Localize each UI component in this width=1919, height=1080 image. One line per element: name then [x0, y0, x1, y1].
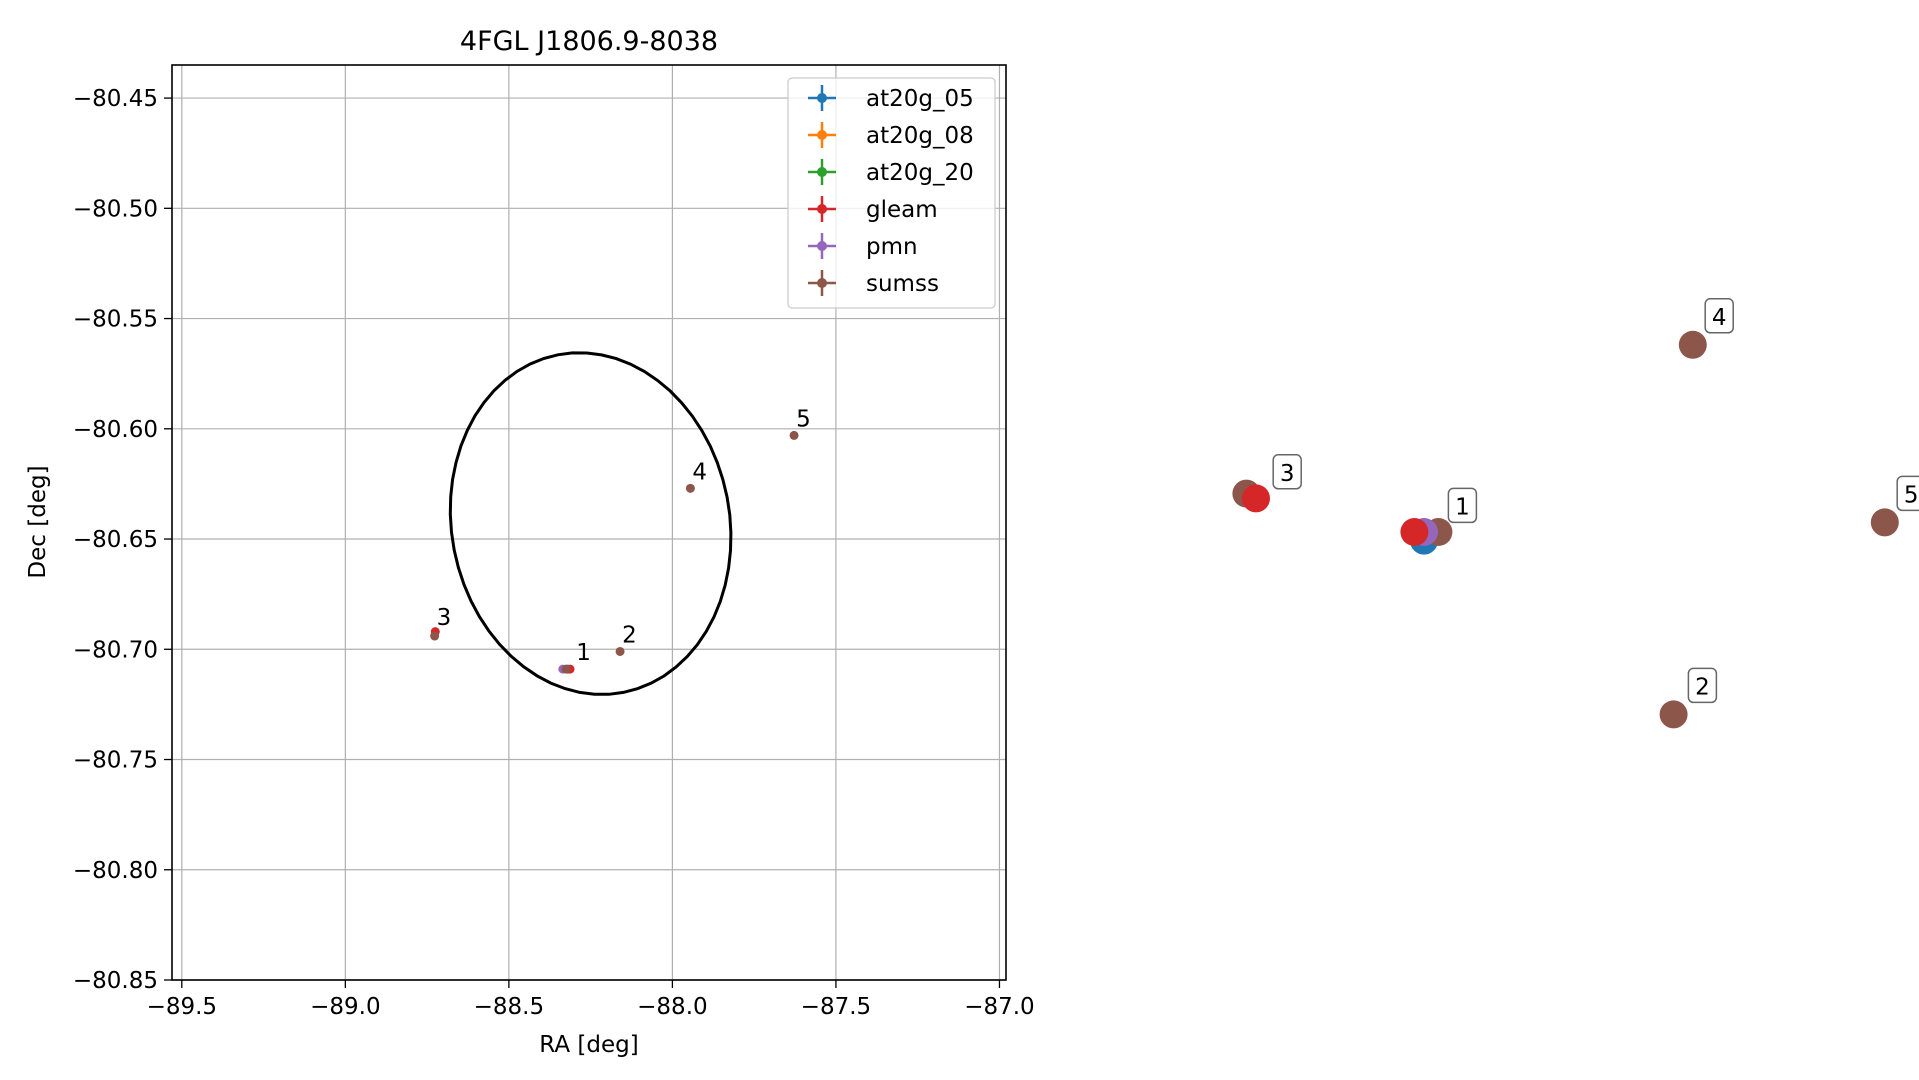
legend-entry-at20g_20: at20g_20 [808, 159, 974, 186]
zoom-label-5: 5 [1896, 475, 1919, 512]
zoomed-source-points [1232, 330, 1899, 729]
x-axis-label: RA [deg] [539, 1032, 638, 1058]
zoom-label-2: 2 [1687, 667, 1718, 704]
legend-entry-pmn: pmn [808, 233, 918, 260]
x-tick-label: −87.5 [801, 994, 871, 1020]
y-axis-label: Dec [deg] [25, 465, 51, 578]
sumss-marker [1870, 508, 1899, 537]
y-tick-label: −80.65 [73, 527, 158, 553]
legend-marker-dot [817, 130, 827, 140]
legend-marker-dot [817, 93, 827, 103]
localization-ellipse [448, 351, 733, 696]
legend-box [787, 77, 996, 309]
sumss-point [561, 664, 571, 674]
zoom-label-box [1447, 487, 1478, 524]
sumss-point [685, 483, 695, 493]
plot-frame [171, 64, 1007, 981]
zoom-label-4: 4 [1704, 298, 1734, 334]
legend-marker-dot [817, 167, 827, 177]
annotation-label: 4 [692, 459, 707, 485]
legend-marker-dot [817, 204, 827, 214]
legend-label: at20g_08 [866, 123, 974, 149]
annotation-label: 3 [437, 605, 452, 631]
left-panel: 1 2 3 4 5 −89.5 −89.0 −88.5 −88.0 −87.5 −87.0 −80… [25, 26, 1035, 1058]
y-tick-label: −80.45 [73, 86, 158, 112]
annotation-label: 1 [576, 640, 591, 666]
y-tick-label: −80.75 [73, 748, 158, 774]
y-axis-ticks: −80.45 −80.50 −80.55 −80.60 −80.65 −80.70 −80.… [73, 86, 172, 994]
y-tick-label: −80.80 [73, 858, 158, 884]
sumss-point [430, 631, 440, 641]
zoom-label-1: 1 [1447, 487, 1478, 524]
annotation-label: 5 [796, 406, 811, 432]
y-tick-label: −80.50 [73, 196, 158, 222]
legend-label: at20g_05 [866, 86, 974, 112]
sumss-marker [1659, 700, 1688, 729]
legend-label: sumss [866, 271, 939, 297]
zoom-label-3: 3 [1272, 454, 1302, 490]
annotation-label: 2 [622, 622, 637, 648]
x-tick-label: −89.5 [147, 994, 217, 1020]
right-panel: 1 2 3 4 5 [1232, 298, 1919, 729]
x-tick-label: −88.0 [637, 994, 707, 1020]
zoom-label-box [1896, 475, 1919, 512]
x-tick-label: −88.5 [474, 994, 544, 1020]
zoom-label-text: 4 [1712, 305, 1727, 331]
sumss-point [789, 430, 799, 440]
zoom-label-box [1272, 454, 1302, 490]
x-tick-label: −89.0 [310, 994, 380, 1020]
x-axis-ticks: −89.5 −89.0 −88.5 −88.0 −87.5 −87.0 [147, 980, 1035, 1020]
y-tick-label: −80.55 [73, 307, 158, 333]
legend-label: at20g_20 [866, 160, 974, 186]
legend-entry-gleam: gleam [808, 196, 938, 223]
legend-label: gleam [866, 197, 938, 223]
gleam-marker [1242, 484, 1270, 513]
zoom-label-text: 5 [1904, 482, 1919, 508]
zoom-label-box [1687, 667, 1718, 704]
legend-entry-at20g_05: at20g_05 [808, 85, 974, 112]
legend-label: pmn [866, 234, 918, 260]
sumss-point [615, 646, 625, 656]
zoom-label-text: 1 [1455, 494, 1470, 520]
legend-marker-dot [817, 241, 827, 251]
y-tick-label: −80.60 [73, 417, 158, 443]
zoom-label-box [1704, 298, 1734, 334]
ellipse-outline [448, 351, 733, 696]
legend-marker-dot [817, 278, 827, 288]
zoom-label-text: 3 [1280, 461, 1295, 487]
gleam-marker [1400, 518, 1429, 546]
zoomed-source-labels: 1 2 3 4 5 [1272, 298, 1919, 704]
y-tick-label: −80.85 [73, 968, 158, 994]
source-points [430, 430, 799, 674]
x-tick-label: −87.0 [964, 994, 1034, 1020]
sumss-marker [1678, 330, 1707, 359]
y-tick-label: −80.70 [73, 637, 158, 663]
legend-entry-sumss: sumss [808, 270, 939, 297]
zoom-label-text: 2 [1695, 674, 1710, 700]
legend-entry-at20g_08: at20g_08 [808, 122, 974, 149]
chart-title: 4FGL J1806.9-8038 [460, 26, 718, 57]
point-annotations: 1 2 3 4 5 [437, 406, 811, 666]
